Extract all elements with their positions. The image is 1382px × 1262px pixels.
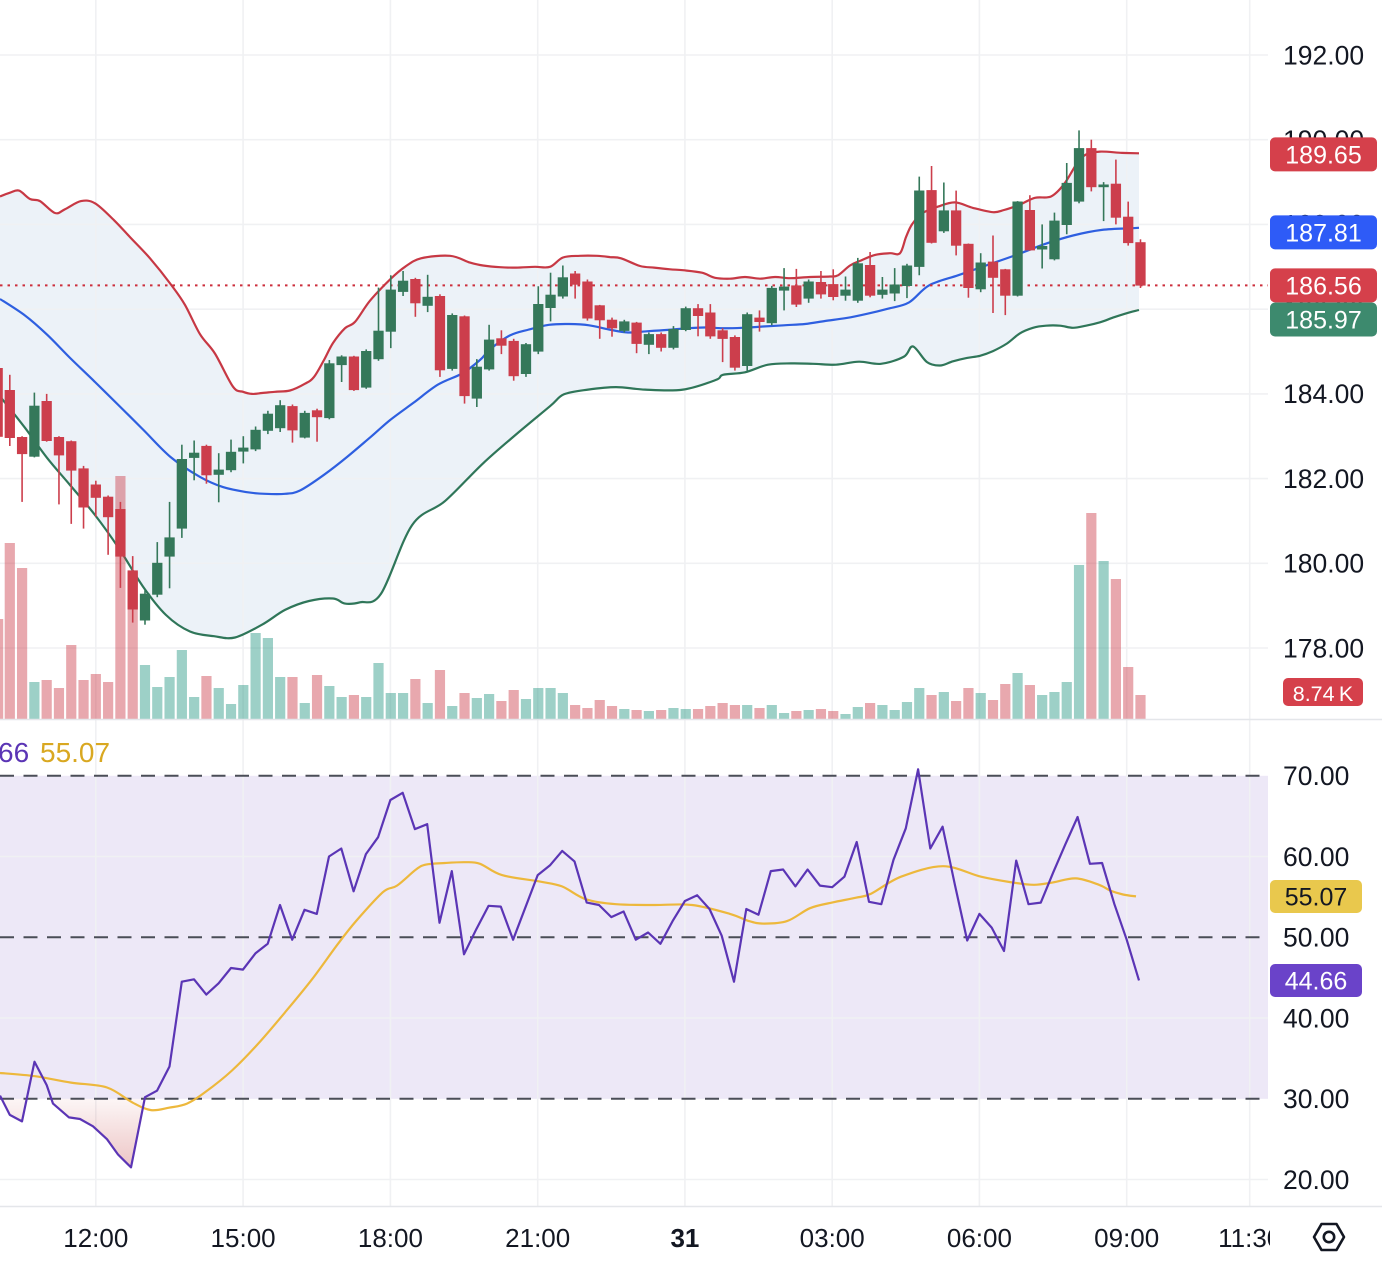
svg-text:21:00: 21:00 (505, 1223, 570, 1253)
svg-text:50.00: 50.00 (1283, 923, 1349, 953)
svg-text:180.00: 180.00 (1283, 549, 1364, 579)
svg-text:189.65: 189.65 (1285, 141, 1361, 169)
svg-text:18:00: 18:00 (358, 1223, 423, 1253)
svg-text:03:00: 03:00 (800, 1223, 865, 1253)
svg-text:192.00: 192.00 (1283, 40, 1364, 70)
svg-text:70.00: 70.00 (1283, 761, 1349, 791)
svg-text:40.00: 40.00 (1283, 1003, 1349, 1033)
svg-text:182.00: 182.00 (1283, 464, 1364, 494)
svg-text:31: 31 (670, 1223, 699, 1253)
svg-text:12:00: 12:00 (63, 1223, 128, 1253)
svg-text:55.07: 55.07 (1285, 884, 1348, 912)
svg-text:60.00: 60.00 (1283, 842, 1349, 872)
svg-text:06:00: 06:00 (947, 1223, 1012, 1253)
svg-text:187.81: 187.81 (1285, 219, 1361, 247)
svg-text:178.00: 178.00 (1283, 633, 1364, 663)
svg-text:09:00: 09:00 (1094, 1223, 1159, 1253)
svg-text:11:30: 11:30 (1218, 1223, 1281, 1253)
svg-text:66: 66 (0, 737, 29, 768)
svg-text:8.74 K: 8.74 K (1293, 682, 1354, 706)
svg-text:44.66: 44.66 (1285, 968, 1348, 996)
svg-text:15:00: 15:00 (211, 1223, 276, 1253)
svg-text:30.00: 30.00 (1283, 1084, 1349, 1114)
svg-text:55.07: 55.07 (40, 737, 110, 768)
svg-text:20.00: 20.00 (1283, 1165, 1349, 1195)
svg-text:186.56: 186.56 (1285, 272, 1361, 300)
svg-text:185.97: 185.97 (1285, 307, 1361, 335)
svg-text:184.00: 184.00 (1283, 379, 1364, 409)
